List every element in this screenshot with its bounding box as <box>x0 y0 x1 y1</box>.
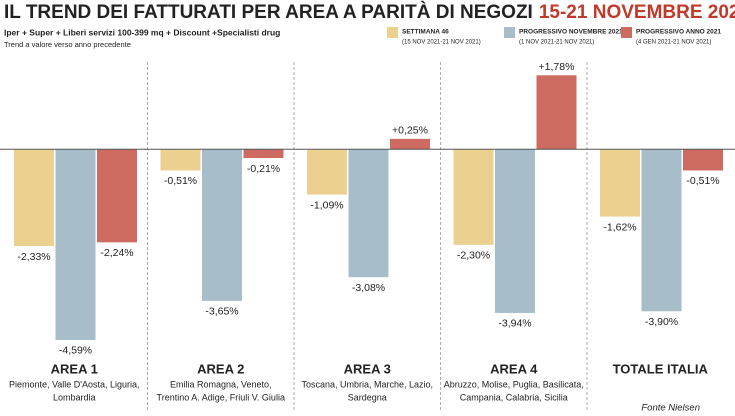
chart-title: IL TREND DEI FATTURATI PER AREA A PARITÀ… <box>4 1 735 23</box>
category-label: TOTALE ITALIA <box>613 361 709 376</box>
title-main: IL TREND DEI FATTURATI PER AREA A PARITÀ… <box>4 1 533 23</box>
legend-swatch <box>387 27 398 38</box>
legend-period: (4 GEN 2021-21 NOV 2021) <box>636 40 711 46</box>
value-label: +0,25% <box>392 125 428 137</box>
legend-label: SETTIMANA 46 <box>402 29 449 36</box>
bar <box>600 149 640 217</box>
bar <box>453 149 494 245</box>
category-label: AREA 4 <box>490 361 538 376</box>
value-label: -3,90% <box>645 316 678 328</box>
bar <box>160 149 201 171</box>
category-description: Toscana, Umbria, Marche, Lazio, <box>301 379 433 389</box>
title-period: 15-21 NOVEMBRE 2021 <box>539 2 735 23</box>
bar <box>243 149 284 158</box>
bar <box>348 149 389 278</box>
value-label: -2,24% <box>100 247 133 259</box>
category-description: Lombardia <box>53 392 96 402</box>
legend-label: PROGRESSIVO ANNO 2021 <box>636 29 721 36</box>
legend-label: PROGRESSIVO NOVEMBRE 2021 <box>519 29 623 36</box>
value-label: -4,59% <box>59 345 92 357</box>
value-label: -3,94% <box>498 318 531 330</box>
source: Fonte Nielsen <box>641 403 700 414</box>
value-label: -1,62% <box>603 221 636 233</box>
category-description: Campania, Calabria, Sicilia <box>460 392 568 402</box>
category-description: Piemonte, Valle D'Aosta, Liguria, <box>9 379 140 389</box>
bar <box>202 149 242 301</box>
category-description: Emilia Romagna, Veneto, <box>170 379 272 389</box>
category-description: Trentino A. Adige, Friuli V. Giulia <box>157 392 285 402</box>
bar <box>97 149 137 243</box>
bar <box>641 149 682 312</box>
category-label: AREA 3 <box>344 361 391 376</box>
value-label: -2,33% <box>17 251 50 263</box>
category-description: Sardegna <box>348 392 387 402</box>
bar <box>536 75 577 150</box>
value-label: -1,09% <box>310 199 343 211</box>
note: Trend a valore verso anno precedente <box>4 40 131 49</box>
legend-swatch <box>504 27 515 38</box>
bar <box>495 149 535 313</box>
legend-swatch <box>621 27 632 38</box>
value-label: -0,51% <box>686 175 719 187</box>
value-label: -2,30% <box>457 250 490 262</box>
bar <box>14 149 54 247</box>
value-label: -0,21% <box>247 163 280 175</box>
subtitle: Iper + Super + Liberi servizi 100-399 mq… <box>4 27 280 37</box>
legend-period: (15 NOV 2021-21 NOV 2021) <box>402 40 481 46</box>
value-label: -3,65% <box>205 306 238 318</box>
category-label: AREA 2 <box>197 361 244 376</box>
value-label: -0,51% <box>164 175 197 187</box>
bar <box>307 149 347 195</box>
category-label: AREA 1 <box>51 361 98 376</box>
category-description: Abruzzo, Molise, Puglia, Basilicata, <box>444 379 584 389</box>
legend-period: (1 NOV 2021-21 NOV 2021) <box>519 40 594 46</box>
value-label: +1,78% <box>539 61 575 73</box>
bar <box>55 149 96 340</box>
value-label: -3,08% <box>352 282 385 294</box>
bar <box>683 149 723 171</box>
bar <box>390 138 430 150</box>
